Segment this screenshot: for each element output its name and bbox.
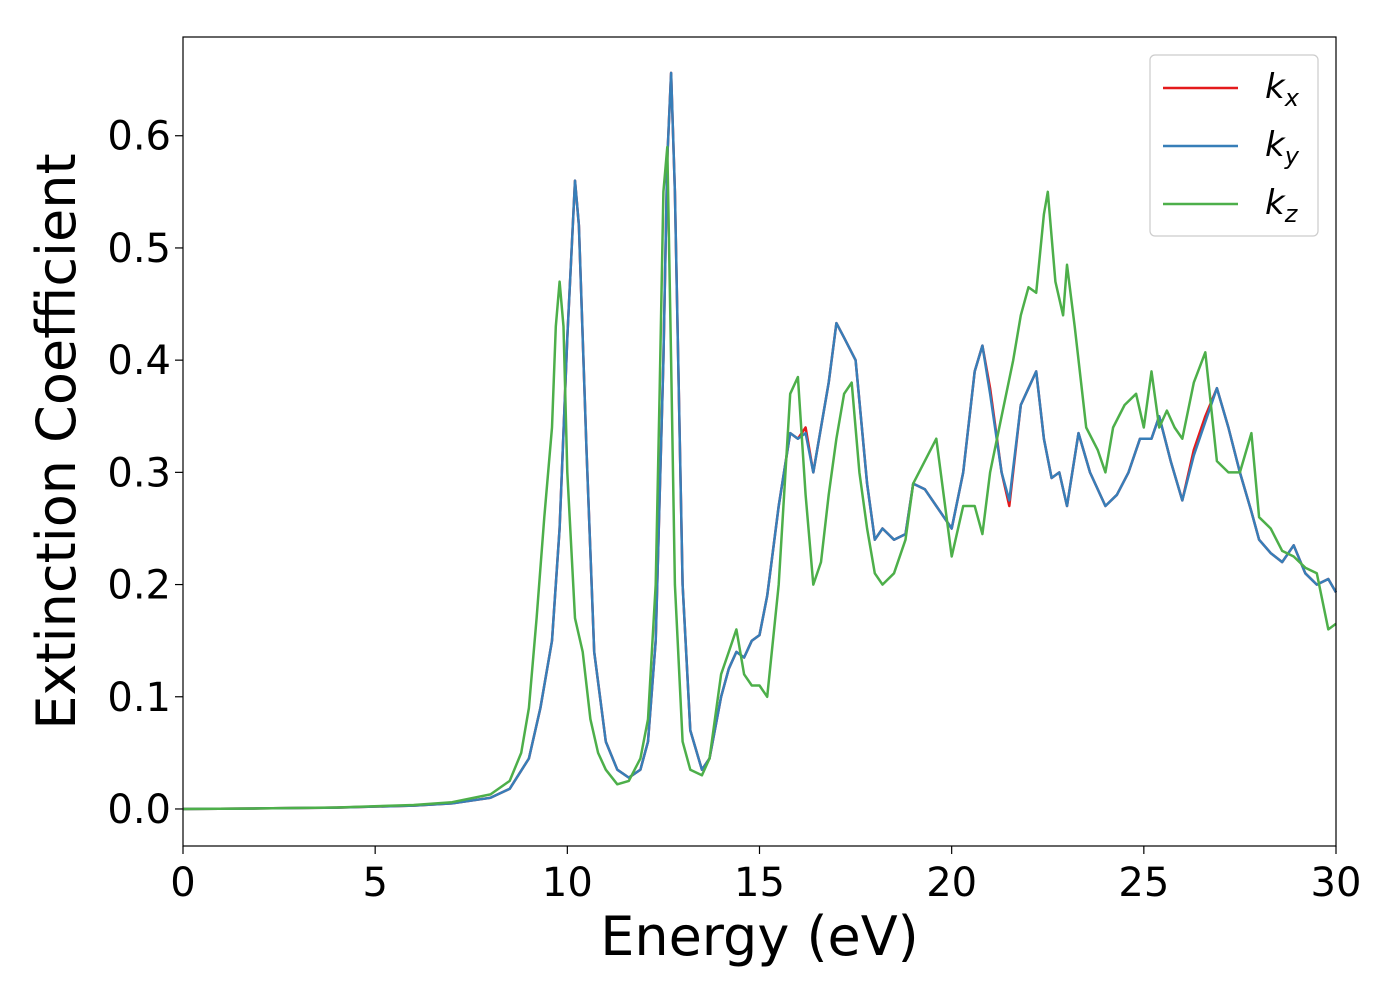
y-tick-label: 0.3 bbox=[107, 450, 171, 496]
y-tick-label: 0.4 bbox=[107, 338, 171, 384]
legend-label-ky: ky bbox=[1265, 125, 1300, 170]
legend-label-kz: kz bbox=[1265, 183, 1299, 228]
x-axis-ticks: 0 5 10 15 20 25 30 bbox=[170, 846, 1361, 906]
legend-label-kx: kx bbox=[1265, 67, 1300, 112]
x-tick-label: 20 bbox=[926, 860, 977, 906]
series-line-ky bbox=[182, 71, 1338, 811]
x-tick-label: 5 bbox=[362, 860, 387, 906]
y-axis-label: Extinction Coefficient bbox=[25, 153, 88, 729]
x-tick-label: 15 bbox=[734, 860, 785, 906]
x-tick-label: 25 bbox=[1118, 860, 1169, 906]
x-tick-label: 30 bbox=[1311, 860, 1362, 906]
series-layer bbox=[182, 71, 1338, 811]
y-tick-label: 0.5 bbox=[107, 226, 171, 272]
x-axis-label: Energy (eV) bbox=[600, 905, 919, 968]
y-tick-label: 0.6 bbox=[107, 114, 171, 160]
y-tick-label: 0.2 bbox=[107, 563, 171, 609]
y-tick-label: 0.1 bbox=[107, 675, 171, 721]
x-tick-label: 0 bbox=[170, 860, 195, 906]
series-line-kz bbox=[182, 145, 1337, 811]
y-tick-label: 0.0 bbox=[107, 787, 171, 833]
x-tick-label: 10 bbox=[542, 860, 593, 906]
y-axis-ticks: 0.0 0.1 0.2 0.3 0.4 0.5 0.6 bbox=[107, 114, 183, 833]
legend: kx ky kz bbox=[1149, 54, 1319, 237]
